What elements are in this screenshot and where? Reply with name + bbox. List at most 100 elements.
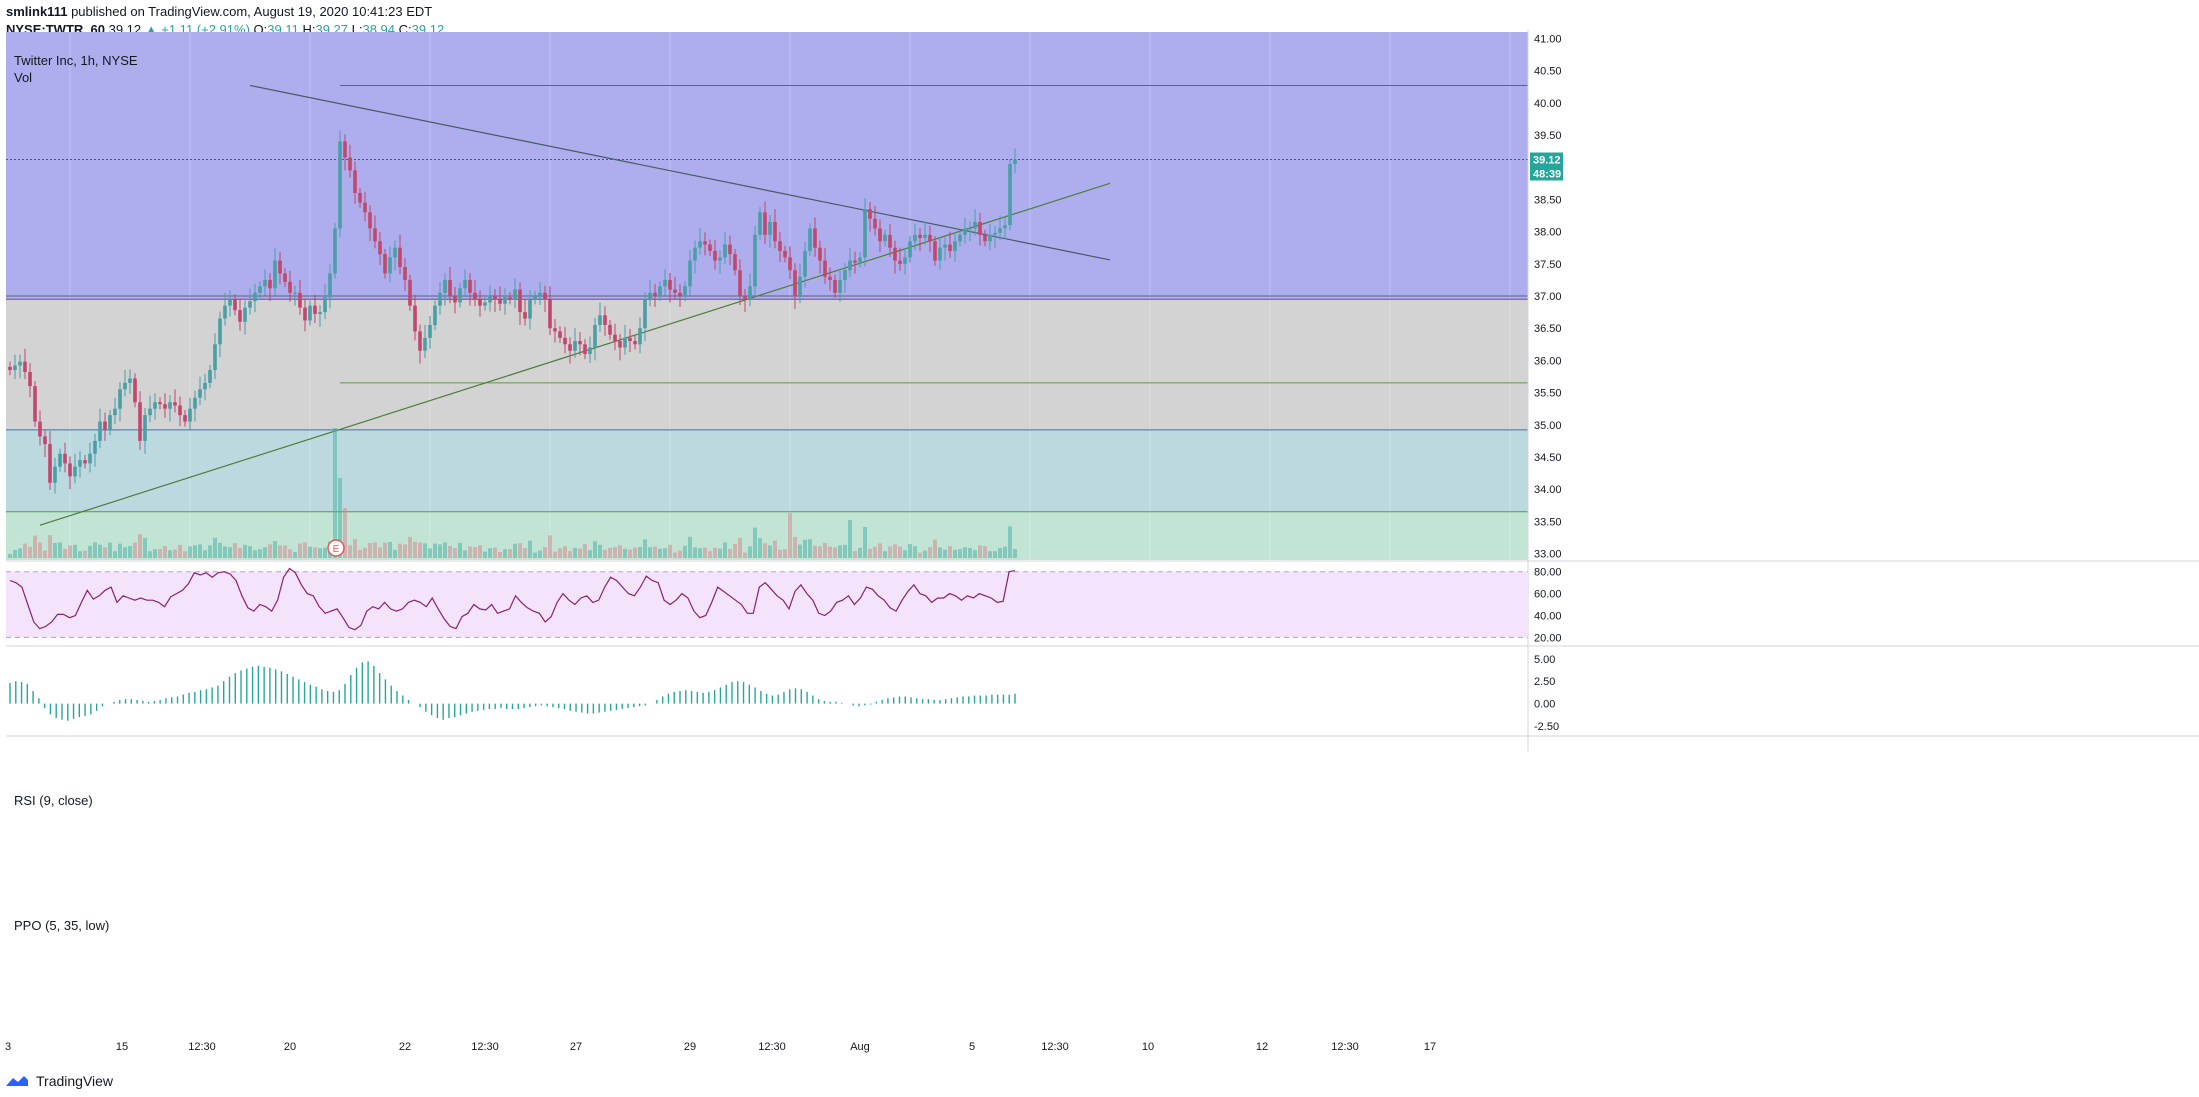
volume-bar xyxy=(953,549,957,558)
volume-bar xyxy=(908,544,912,558)
low-label: L: xyxy=(351,22,363,37)
volume-bar xyxy=(143,537,147,558)
candle-body xyxy=(953,241,957,251)
candle-body xyxy=(808,228,812,251)
candle-body xyxy=(633,341,637,345)
candle-body xyxy=(788,257,792,271)
volume-bar xyxy=(503,549,507,558)
volume-bar xyxy=(63,548,67,558)
candle-body xyxy=(258,286,262,293)
candle-body xyxy=(908,241,912,258)
volume-bar xyxy=(133,542,137,558)
candle-body xyxy=(508,297,512,300)
volume-bar xyxy=(158,549,162,558)
candle-body xyxy=(618,341,622,348)
candle-body xyxy=(983,234,987,242)
volume-bar xyxy=(393,549,397,558)
candle-body xyxy=(608,324,612,335)
candle-body xyxy=(648,292,652,300)
volume-bar xyxy=(728,548,732,558)
author-name[interactable]: smlink111 xyxy=(6,4,68,19)
volume-bar xyxy=(693,547,697,558)
volume-bar xyxy=(228,547,232,558)
main-legend-title[interactable]: Twitter Inc, 1h, NYSE xyxy=(14,53,138,68)
volume-bar xyxy=(408,536,412,558)
candle-body xyxy=(668,279,672,290)
candle-body xyxy=(878,228,882,242)
candle-body xyxy=(303,307,307,321)
volume-bar xyxy=(1013,549,1017,558)
candle-body xyxy=(233,299,237,311)
earnings-marker: E xyxy=(327,539,345,557)
countdown-badge-label: 48:39 xyxy=(1533,168,1561,180)
volume-bar xyxy=(538,550,542,558)
volume-bar xyxy=(208,545,212,558)
volume-bar xyxy=(218,542,222,558)
candle-body xyxy=(483,302,487,306)
volume-bar xyxy=(163,546,167,558)
volume-bar xyxy=(943,549,947,558)
candle-body xyxy=(858,257,862,263)
volume-bar xyxy=(913,546,917,558)
candle-body xyxy=(268,279,272,289)
volume-bar xyxy=(558,548,562,558)
candle-body xyxy=(678,292,682,296)
volume-bar xyxy=(258,549,262,558)
volume-bar xyxy=(828,546,832,558)
volume-bar xyxy=(148,551,152,558)
candle-body xyxy=(583,344,587,354)
volume-bar xyxy=(238,547,242,558)
candle-body xyxy=(248,301,252,308)
volume-bar xyxy=(223,546,227,558)
volume-bar xyxy=(88,545,92,558)
brand-label[interactable]: TradingView xyxy=(36,1073,114,1089)
candle-body xyxy=(18,361,22,366)
rsi-legend[interactable]: RSI (9, close) xyxy=(14,793,93,808)
candle-body xyxy=(718,257,722,261)
candle-body xyxy=(53,466,57,483)
candle-body xyxy=(278,260,282,274)
volume-bar xyxy=(533,552,537,558)
volume-bar xyxy=(948,546,952,558)
time-tick-label: 12:30 xyxy=(1041,1041,1069,1053)
candle-body xyxy=(468,279,472,293)
volume-legend[interactable]: Vol xyxy=(14,70,33,85)
volume-bar xyxy=(758,538,762,558)
candle-body xyxy=(228,299,232,306)
candle-body xyxy=(48,444,52,483)
candle-body xyxy=(588,347,592,354)
price-badge-label: 39.12 xyxy=(1533,154,1561,166)
volume-bar xyxy=(573,547,577,558)
volume-bar xyxy=(83,550,87,558)
candle-body xyxy=(448,279,452,296)
volume-bar xyxy=(513,543,517,558)
ppo-legend[interactable]: PPO (5, 35, low) xyxy=(14,918,110,933)
candle-body xyxy=(733,254,737,271)
candle-body xyxy=(828,276,832,280)
volume-bar xyxy=(858,547,862,558)
candle-body xyxy=(723,244,727,258)
candle-body xyxy=(708,244,712,251)
candle-body xyxy=(663,279,667,287)
candle-body xyxy=(903,257,907,264)
volume-bar xyxy=(838,545,842,558)
volume-bar xyxy=(753,527,757,558)
candle-body xyxy=(748,286,752,300)
volume-bar xyxy=(918,552,922,558)
candle-body xyxy=(948,244,952,251)
candle-body xyxy=(173,402,177,406)
price-tick-label: 38.50 xyxy=(1534,194,1562,206)
volume-bar xyxy=(308,546,312,558)
price-tick-label: 40.00 xyxy=(1534,98,1562,110)
volume-bar xyxy=(113,551,117,558)
candle-body xyxy=(603,315,607,325)
candle-body xyxy=(88,453,92,464)
volume-bar xyxy=(493,547,497,558)
candle-body xyxy=(988,234,992,242)
rsi-line xyxy=(9,567,1016,631)
volume-bar xyxy=(733,544,737,558)
volume-bar xyxy=(58,542,62,558)
candle-body xyxy=(558,331,562,338)
price-tick-label: 37.50 xyxy=(1534,259,1562,271)
